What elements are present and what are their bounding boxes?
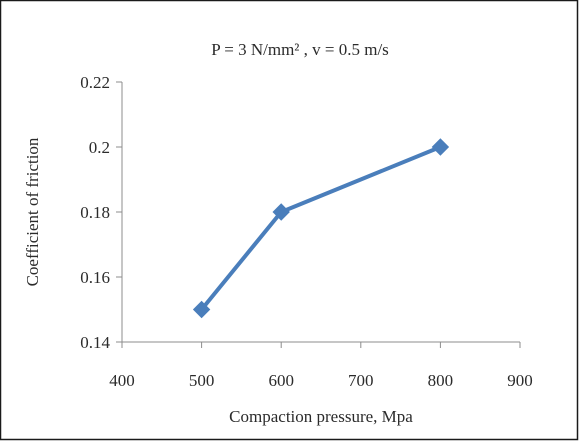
x-tick-label: 900 bbox=[507, 371, 533, 390]
y-tick-label: 0.2 bbox=[89, 138, 110, 157]
x-tick-label: 700 bbox=[348, 371, 374, 390]
data-point-marker bbox=[272, 203, 290, 221]
y-tick-label: 0.16 bbox=[80, 268, 110, 287]
series bbox=[192, 138, 450, 319]
data-point-marker bbox=[192, 300, 211, 319]
x-tick-label: 400 bbox=[109, 371, 135, 390]
x-tick-label: 600 bbox=[268, 371, 294, 390]
data-point-marker bbox=[431, 138, 450, 156]
y-tick-label: 0.14 bbox=[80, 333, 110, 352]
y-tick-label: 0.22 bbox=[80, 73, 110, 92]
x-tick-label: 500 bbox=[189, 371, 215, 390]
x-axis-label: Compaction pressure, Mpa bbox=[229, 407, 413, 426]
x-tick-label: 800 bbox=[428, 371, 454, 390]
chart-title: P = 3 N/mm² , v = 0.5 m/s bbox=[211, 40, 389, 59]
y-axis-label: Coefficient of friction bbox=[23, 137, 42, 286]
y-tick-label: 0.18 bbox=[80, 203, 110, 222]
y-ticks: 0.14 0.16 0.18 0.2 0.22 bbox=[80, 73, 122, 352]
x-ticks: 400 500 600 700 800 900 bbox=[109, 342, 533, 390]
